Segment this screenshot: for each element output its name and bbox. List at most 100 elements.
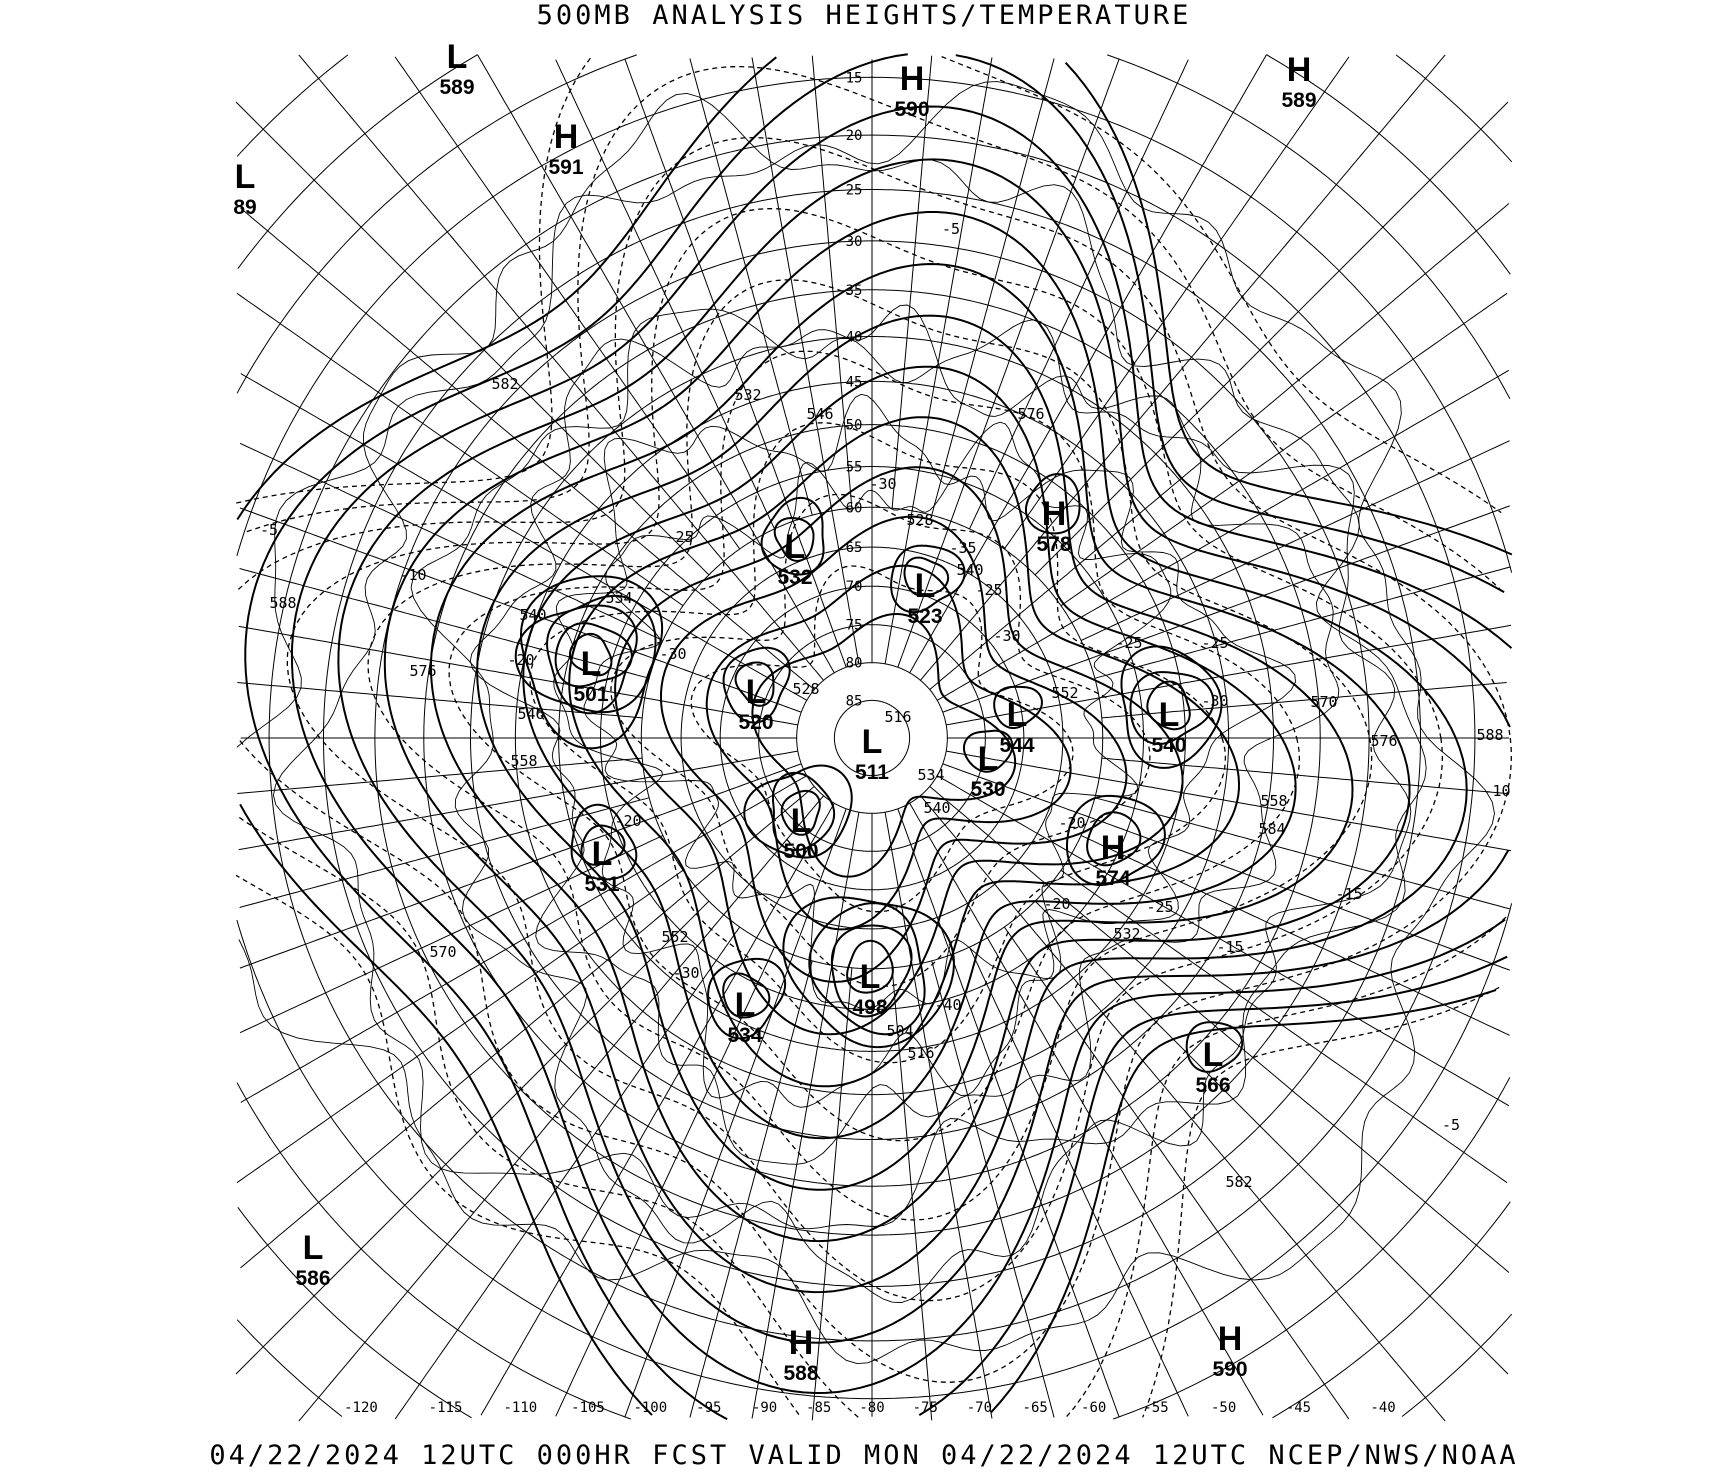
- meridian: [394, 926, 741, 1420]
- temperature-label: -10: [1483, 782, 1510, 800]
- center-value: 589: [439, 76, 474, 99]
- latitude-label: 85: [846, 693, 863, 709]
- longitude-label: -75: [913, 1400, 938, 1416]
- low-center-letter: L: [915, 567, 936, 605]
- latitude-label: 60: [846, 500, 863, 516]
- height-contour: [476, 314, 1354, 1191]
- meridian: [1003, 926, 1350, 1420]
- latitude-label: 65: [846, 540, 863, 556]
- latitude-label: 55: [846, 460, 863, 476]
- center-value: 532: [777, 566, 812, 589]
- center-value: 588: [783, 1362, 818, 1385]
- closed-contour: [734, 661, 775, 707]
- meridian: [1034, 900, 1509, 1375]
- meridian: [394, 56, 741, 550]
- height-contour: [522, 365, 1297, 1140]
- height-contour: [705, 564, 1072, 931]
- meridian: [942, 505, 1510, 713]
- meridian: [237, 757, 643, 794]
- meridian: [969, 946, 1189, 1417]
- temperature-label: -30: [993, 627, 1020, 645]
- isotherm: [237, 136, 1512, 1383]
- meridian: [298, 795, 824, 1422]
- height-contour: [337, 158, 1511, 1344]
- height-contour-label: 576: [409, 662, 436, 680]
- meridian: [1094, 797, 1511, 910]
- center-value: 501: [573, 683, 608, 706]
- closed-contour: [1185, 1021, 1244, 1073]
- meridian: [238, 625, 798, 726]
- low-center-letter: L: [785, 528, 806, 566]
- temperature-label: -30: [672, 964, 699, 982]
- temperature-label: -25: [975, 581, 1002, 599]
- latitude-label: 25: [846, 182, 863, 198]
- latitude-circle: [236, 76, 1513, 1400]
- height-contour-label: 528: [792, 680, 819, 698]
- meridian: [909, 802, 1264, 1416]
- latitude-label: 80: [846, 656, 863, 672]
- isotherm: [610, 493, 1151, 988]
- low-center-letter: L: [235, 158, 256, 196]
- meridian: [1094, 566, 1511, 679]
- closed-contour: [846, 939, 894, 994]
- latitude-label: 35: [846, 283, 863, 299]
- height-contour-label: 552: [661, 928, 688, 946]
- isotherm: [529, 422, 1227, 1064]
- closed-contour: [830, 924, 913, 1018]
- meridian: [236, 292, 684, 607]
- temperature-label: -15: [1335, 885, 1362, 903]
- temperature-label: -25: [666, 528, 693, 546]
- longitude-label: -70: [967, 1400, 992, 1416]
- low-center-letter: L: [1159, 696, 1180, 734]
- isotherm: [238, 65, 1507, 1420]
- center-value: 590: [894, 98, 929, 121]
- center-value: 498: [852, 996, 887, 1019]
- height-contour-label: 540: [923, 799, 950, 817]
- center-value: 540: [1151, 734, 1186, 757]
- closed-contour: [546, 604, 638, 715]
- latitude-circle: [833, 699, 911, 777]
- meridian: [624, 58, 847, 668]
- isotherm: [235, 55, 1502, 1418]
- closed-contour: [554, 622, 633, 688]
- latitude-circle: [236, 54, 1513, 1417]
- temperature-label: -10: [399, 566, 426, 584]
- center-value: 534: [727, 1024, 762, 1047]
- closed-contour: [707, 957, 787, 1040]
- center-value: 523: [907, 605, 942, 628]
- closed-contour: [1066, 794, 1166, 886]
- meridian: [1060, 292, 1508, 607]
- longitude-label: -95: [696, 1400, 721, 1416]
- meridian: [624, 808, 847, 1418]
- height-contour-label: 546: [517, 705, 544, 723]
- longitude-label: -100: [633, 1400, 667, 1416]
- closed-contour: [890, 544, 966, 614]
- meridian: [897, 58, 1120, 668]
- longitude-label: -120: [344, 1400, 378, 1416]
- height-contour-label: 584: [1258, 820, 1285, 838]
- height-contour-label: 516: [884, 708, 911, 726]
- temperature-label: -15: [1216, 938, 1243, 956]
- low-center-letter: L: [1203, 1036, 1224, 1074]
- longitude-label: -90: [752, 1400, 777, 1416]
- temperature-label: -40: [934, 996, 961, 1014]
- height-contour-label: 558: [510, 752, 537, 770]
- meridian: [240, 207, 815, 690]
- closed-contour: [760, 496, 825, 576]
- longitude-label: -60: [1081, 1400, 1106, 1416]
- height-contour-label: 534: [605, 589, 632, 607]
- meridian: [897, 808, 1120, 1418]
- closed-contour: [1025, 473, 1081, 535]
- closed-contour: [520, 575, 664, 750]
- center-value: 590: [1212, 1358, 1247, 1381]
- meridian: [931, 58, 1055, 516]
- latitude-label: 15: [846, 70, 863, 86]
- meridian: [235, 900, 710, 1375]
- temperature-label: -20: [1058, 814, 1085, 832]
- temperature-label: -30: [1201, 692, 1228, 710]
- closed-contour: [722, 972, 771, 1019]
- temperature-label: -20: [1043, 895, 1070, 913]
- height-contour-label: 540: [519, 606, 546, 624]
- closed-contour: [780, 789, 821, 836]
